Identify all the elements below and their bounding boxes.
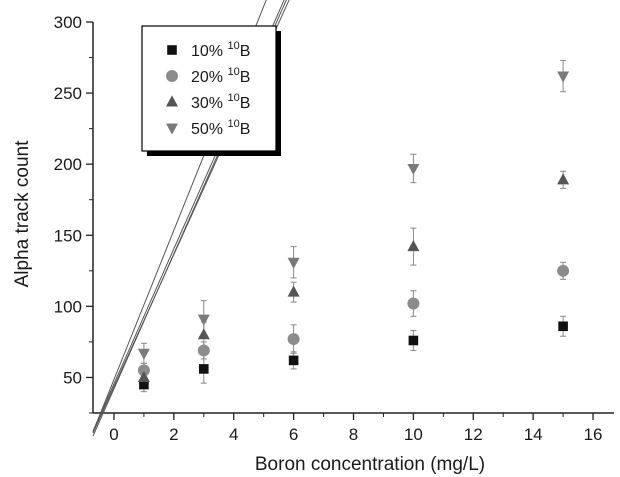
data-point bbox=[557, 173, 570, 185]
x-tick-label: 8 bbox=[349, 425, 358, 444]
y-tick-label: 50 bbox=[63, 368, 82, 387]
y-tick-label: 200 bbox=[54, 155, 82, 174]
legend: 10% 10B 20% 10B 30% 10B 50% 10B bbox=[141, 25, 281, 156]
data-point bbox=[139, 379, 149, 390]
data-point bbox=[557, 264, 570, 277]
data-point bbox=[288, 355, 299, 366]
x-tick-label: 14 bbox=[524, 425, 543, 444]
data-point bbox=[557, 71, 570, 83]
legend-label: 20% 10B bbox=[191, 66, 250, 86]
fit-line bbox=[92, 0, 267, 433]
y-axis-title: Alpha track count bbox=[12, 140, 33, 288]
data-point bbox=[407, 297, 420, 310]
data-point bbox=[198, 364, 209, 374]
y-tick-label: 150 bbox=[54, 226, 82, 245]
data-point bbox=[137, 364, 150, 377]
data-point bbox=[407, 240, 420, 252]
data-point bbox=[137, 348, 150, 360]
data-point bbox=[197, 314, 210, 326]
legend-label: 10% 10B bbox=[191, 40, 250, 60]
x-tick-label: 0 bbox=[109, 425, 118, 444]
x-tick-label: 12 bbox=[464, 425, 483, 444]
y-tick-label: 250 bbox=[54, 84, 82, 103]
legend-label: 30% 10B bbox=[191, 92, 250, 112]
legend-label: 50% 10B bbox=[191, 118, 250, 138]
legend-marker bbox=[166, 70, 178, 82]
data-point bbox=[287, 257, 300, 269]
legend-marker bbox=[166, 95, 178, 107]
data-point bbox=[287, 333, 300, 346]
legend-marker bbox=[166, 123, 178, 135]
fit-line bbox=[92, 0, 285, 432]
x-tick-label: 4 bbox=[229, 425, 238, 444]
x-axis-title: Boron concentration (mg/L) bbox=[255, 454, 485, 475]
x-tick-label: 6 bbox=[289, 425, 298, 444]
plot-area: 0 2 4 6 8 10 12 14 16 50 100 150 200 250 300 bbox=[54, 0, 614, 444]
data-point bbox=[407, 163, 420, 176]
data-point bbox=[558, 321, 568, 332]
data-point bbox=[408, 335, 419, 346]
x-tick-label: 10 bbox=[404, 425, 423, 444]
data-point bbox=[287, 285, 300, 297]
y-tick-label: 100 bbox=[54, 297, 82, 316]
legend-box bbox=[141, 25, 277, 152]
y-tick-label: 300 bbox=[54, 13, 82, 32]
data-point bbox=[197, 328, 210, 340]
legend-marker bbox=[167, 45, 177, 55]
fit-line bbox=[92, 0, 287, 437]
x-tick-label: 2 bbox=[169, 425, 178, 444]
x-tick-label: 16 bbox=[584, 425, 603, 444]
data-point bbox=[137, 370, 150, 382]
data-point bbox=[197, 344, 210, 357]
